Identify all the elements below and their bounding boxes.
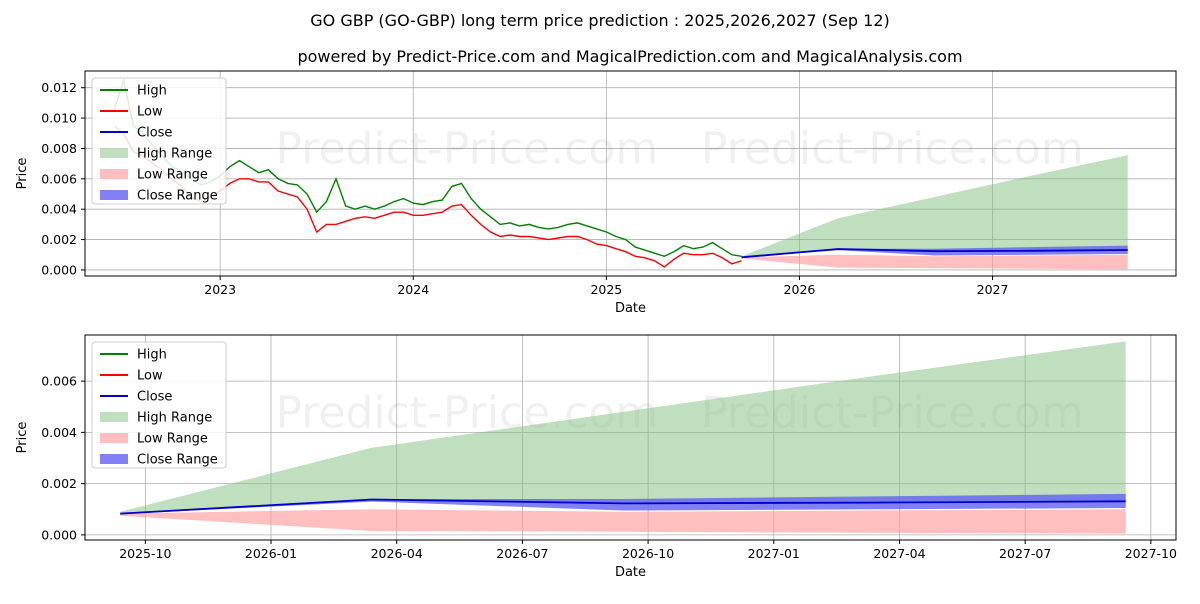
y-tick-label: 0.002 [41, 232, 77, 247]
legend-label: High [137, 84, 167, 99]
y-tick-label: 0.012 [41, 80, 77, 95]
y-tick-label: 0.006 [41, 374, 77, 389]
legend-swatch-high-range [100, 412, 128, 422]
watermark-text: Predict-Price.com [275, 123, 658, 174]
legend-label: High Range [137, 411, 212, 426]
legend-label: Low Range [137, 432, 208, 447]
close-line [120, 498, 1126, 515]
x-axis-label: Date [615, 301, 646, 316]
legend-label: Close Range [137, 189, 218, 204]
y-axis-label: Price [15, 422, 30, 454]
y-tick-label: 0.000 [41, 527, 77, 542]
chart-subtitle: powered by Predict-Price.com and Magical… [297, 47, 962, 66]
legend-label: Low [137, 105, 163, 120]
legend-swatch-high-range [100, 148, 128, 158]
x-tick-label: 2026-04 [371, 546, 423, 561]
x-tick-label: 2027-07 [999, 546, 1051, 561]
axes-frame [84, 70, 1177, 277]
y-tick-label: 0.008 [41, 141, 77, 156]
watermark-text: Predict-Price.com [701, 123, 1084, 174]
x-tick-label: 2026-01 [245, 546, 297, 561]
legend: High Low Close High Range Low Range Close Ran… [91, 77, 227, 205]
x-axis-label: Date [615, 565, 646, 580]
y-tick-label: 0.004 [41, 202, 77, 217]
legend-swatch-close-range [100, 454, 128, 464]
y-tick-label: 0.006 [41, 171, 77, 186]
legend-swatch-low-range [100, 169, 128, 179]
legend: High Low Close High Range Low Range Close Ran… [91, 341, 227, 469]
low-range-band [120, 509, 1126, 534]
axes-frame [84, 334, 1177, 541]
low-range-band [741, 254, 1128, 270]
y-tick-label: 0.004 [41, 425, 77, 440]
legend-label: High Range [137, 147, 212, 162]
y-axis-label: Price [15, 158, 30, 190]
legend-label: Close [137, 126, 172, 141]
y-tick-label: 0.010 [41, 111, 77, 126]
top-panel: Predict-Price.com Predict-Price.com 2023 20… [15, 70, 1177, 316]
close-line [741, 248, 1128, 259]
high-range-band [120, 341, 1126, 514]
legend-label: High [137, 348, 167, 363]
bottom-panel: Predict-Price.comPredict-Price.com2025-1… [15, 334, 1177, 580]
y-tick-label: 0.000 [41, 262, 77, 277]
x-tick-label: 2025-10 [119, 546, 171, 561]
legend-swatch-low-range [100, 433, 128, 443]
x-tick-label: 2027 [977, 282, 1009, 297]
legend-label: Close Range [137, 453, 218, 468]
y-tick-label: 0.002 [41, 476, 77, 491]
x-tick-label: 2026-07 [496, 546, 548, 561]
legend-swatch-close-range [100, 190, 128, 200]
x-tick-label: 2025 [590, 282, 622, 297]
high-range-band [741, 155, 1128, 258]
x-tick-label: 2023 [204, 282, 236, 297]
x-tick-label: 2024 [397, 282, 429, 297]
x-tick-label: 2027-01 [748, 546, 800, 561]
x-tick-label: 2027-10 [1125, 546, 1177, 561]
x-tick-label: 2027-04 [873, 546, 925, 561]
chart-title: GO GBP (GO-GBP) long term price predicti… [310, 11, 890, 30]
x-tick-label: 2026-10 [622, 546, 674, 561]
legend-label: Low [137, 369, 163, 384]
legend-label: Low Range [137, 168, 208, 183]
legend-label: Close [137, 390, 172, 405]
x-tick-label: 2026 [784, 282, 816, 297]
